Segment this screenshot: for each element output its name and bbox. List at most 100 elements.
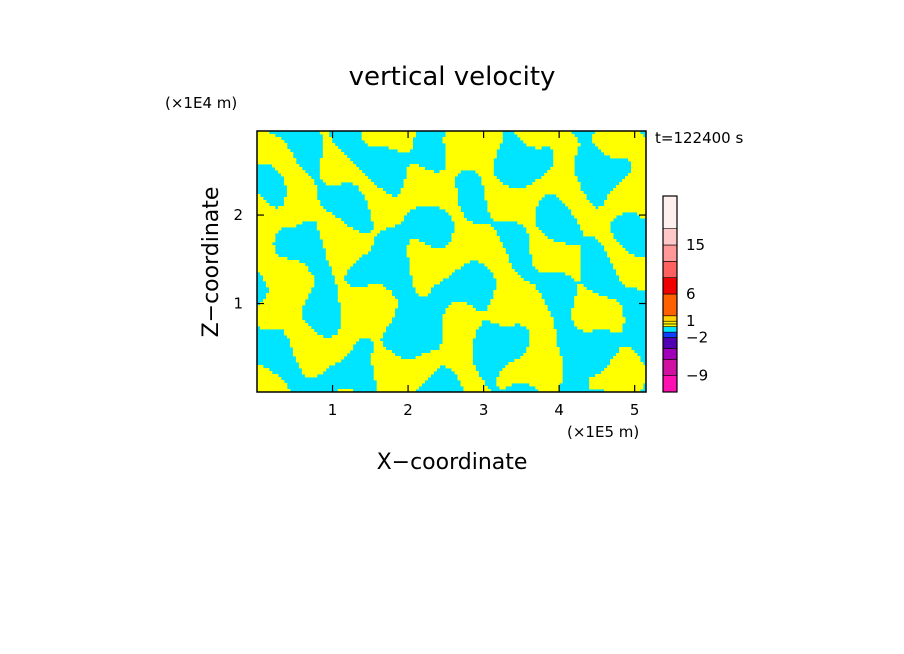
x-tick-label: 5: [630, 401, 640, 419]
field-cell-positive: [257, 194, 261, 198]
field-cell-positive: [334, 278, 345, 282]
field-cell-positive: [571, 308, 623, 312]
field-cell-positive: [592, 140, 646, 144]
field-cell-positive: [292, 350, 351, 354]
field-cell-positive: [529, 338, 557, 342]
y-axis-ticks: 12: [233, 206, 646, 313]
field-cell-positive: [322, 137, 333, 141]
field-cell-positive: [598, 146, 646, 150]
field-cell-positive: [337, 293, 393, 297]
field-cell-positive: [484, 188, 581, 192]
field-cell-positive: [532, 263, 581, 267]
plot-frame: [256, 130, 647, 393]
x-tick-label: 3: [479, 401, 489, 419]
field-cell-positive: [574, 302, 620, 306]
field-cell-positive: [364, 140, 413, 144]
field-cell-positive: [610, 359, 641, 363]
field-cell-positive: [604, 245, 623, 249]
field-cell-positive: [409, 266, 461, 270]
colorbar-level: [662, 337, 678, 349]
field-cell-positive: [571, 314, 623, 318]
field-cell-positive: [481, 182, 503, 186]
field-cell-positive: [421, 353, 473, 357]
field-cell-positive: [352, 182, 375, 186]
field-cell-positive: [403, 179, 455, 183]
field-cell-positive: [373, 374, 431, 378]
field-cell-positive: [257, 224, 297, 228]
field-cell-positive: [448, 305, 473, 309]
field-cell-positive: [280, 173, 309, 177]
field-cell-positive: [439, 344, 473, 348]
field-cell-positive: [526, 347, 560, 351]
field-cell-positive: [616, 185, 646, 189]
field-cell-positive: [622, 281, 646, 285]
field-cell-positive: [373, 227, 387, 231]
field-cell-positive: [367, 200, 458, 204]
field-cell-positive: [631, 167, 646, 171]
field-cell-positive: [373, 368, 437, 372]
field-cell-positive: [484, 263, 512, 267]
field-cell-positive: [529, 329, 557, 333]
field-cell-positive: [496, 284, 536, 288]
field-cell-positive: [493, 293, 542, 297]
field-cell-positive: [257, 260, 300, 264]
field-cell-positive: [319, 173, 366, 177]
field-cell-positive: [373, 377, 428, 381]
field-cell-positive: [257, 140, 285, 144]
field-cell-positive: [403, 182, 455, 186]
field-cell-positive: [373, 221, 402, 225]
field-cell-positive: [322, 179, 372, 183]
field-cell-positive: [442, 314, 551, 318]
colorbar-level: [662, 228, 678, 246]
field-cell-positive: [409, 272, 452, 276]
field-cell-positive: [457, 374, 479, 378]
field-cell-positive: [532, 257, 581, 261]
field-cell-positive: [265, 281, 315, 285]
field-cell-positive: [532, 182, 581, 186]
field-cell-positive: [257, 143, 288, 147]
field-cell-positive: [397, 149, 411, 153]
field-cell-positive: [490, 215, 536, 219]
field-cell-positive: [535, 266, 581, 270]
field-cell-positive: [322, 146, 339, 150]
field-cell-positive: [625, 284, 646, 288]
field-cell-positive: [257, 383, 288, 387]
field-cell-positive: [451, 236, 500, 240]
field-cell-positive: [415, 356, 473, 360]
colorbar-label: 15: [686, 236, 705, 254]
field-cell-positive: [604, 152, 646, 156]
field-cell-positive: [454, 224, 491, 228]
field-cell-positive: [409, 260, 470, 264]
field-cell-positive: [442, 320, 482, 324]
field-cell-positive: [295, 356, 345, 360]
field-cell-positive: [257, 389, 291, 392]
x-tick-label: 1: [328, 401, 338, 419]
field-cell-positive: [571, 209, 646, 213]
field-cell-positive: [598, 239, 617, 243]
field-cell-positive: [283, 200, 321, 204]
field-cell-positive: [331, 272, 348, 276]
field-cell-positive: [532, 260, 581, 264]
field-cell-positive: [601, 371, 646, 375]
field-cell-positive: [520, 137, 578, 141]
field-cell-positive: [373, 341, 384, 345]
field-cell-positive: [517, 221, 536, 225]
field-cell-positive: [463, 389, 491, 392]
field-cell-positive: [463, 386, 488, 390]
field-cell-positive: [298, 365, 330, 369]
field-cell-positive: [577, 326, 623, 330]
field-cell-positive: [442, 137, 503, 141]
field-cell-positive: [358, 185, 378, 189]
field-cell-positive: [577, 287, 587, 291]
field-cell-positive: [289, 344, 354, 348]
field-cell-positive: [337, 296, 396, 300]
time-label: t=122400 s: [655, 129, 743, 147]
field-cell-positive: [409, 257, 509, 261]
field-cell-positive: [631, 161, 646, 165]
field-cell-positive: [514, 359, 563, 363]
colorbar-level: [662, 244, 678, 262]
field-cell-positive: [589, 377, 646, 381]
field-cell-positive: [370, 215, 405, 219]
field-cell-positive: [257, 161, 297, 165]
field-cell-positive: [331, 266, 351, 270]
